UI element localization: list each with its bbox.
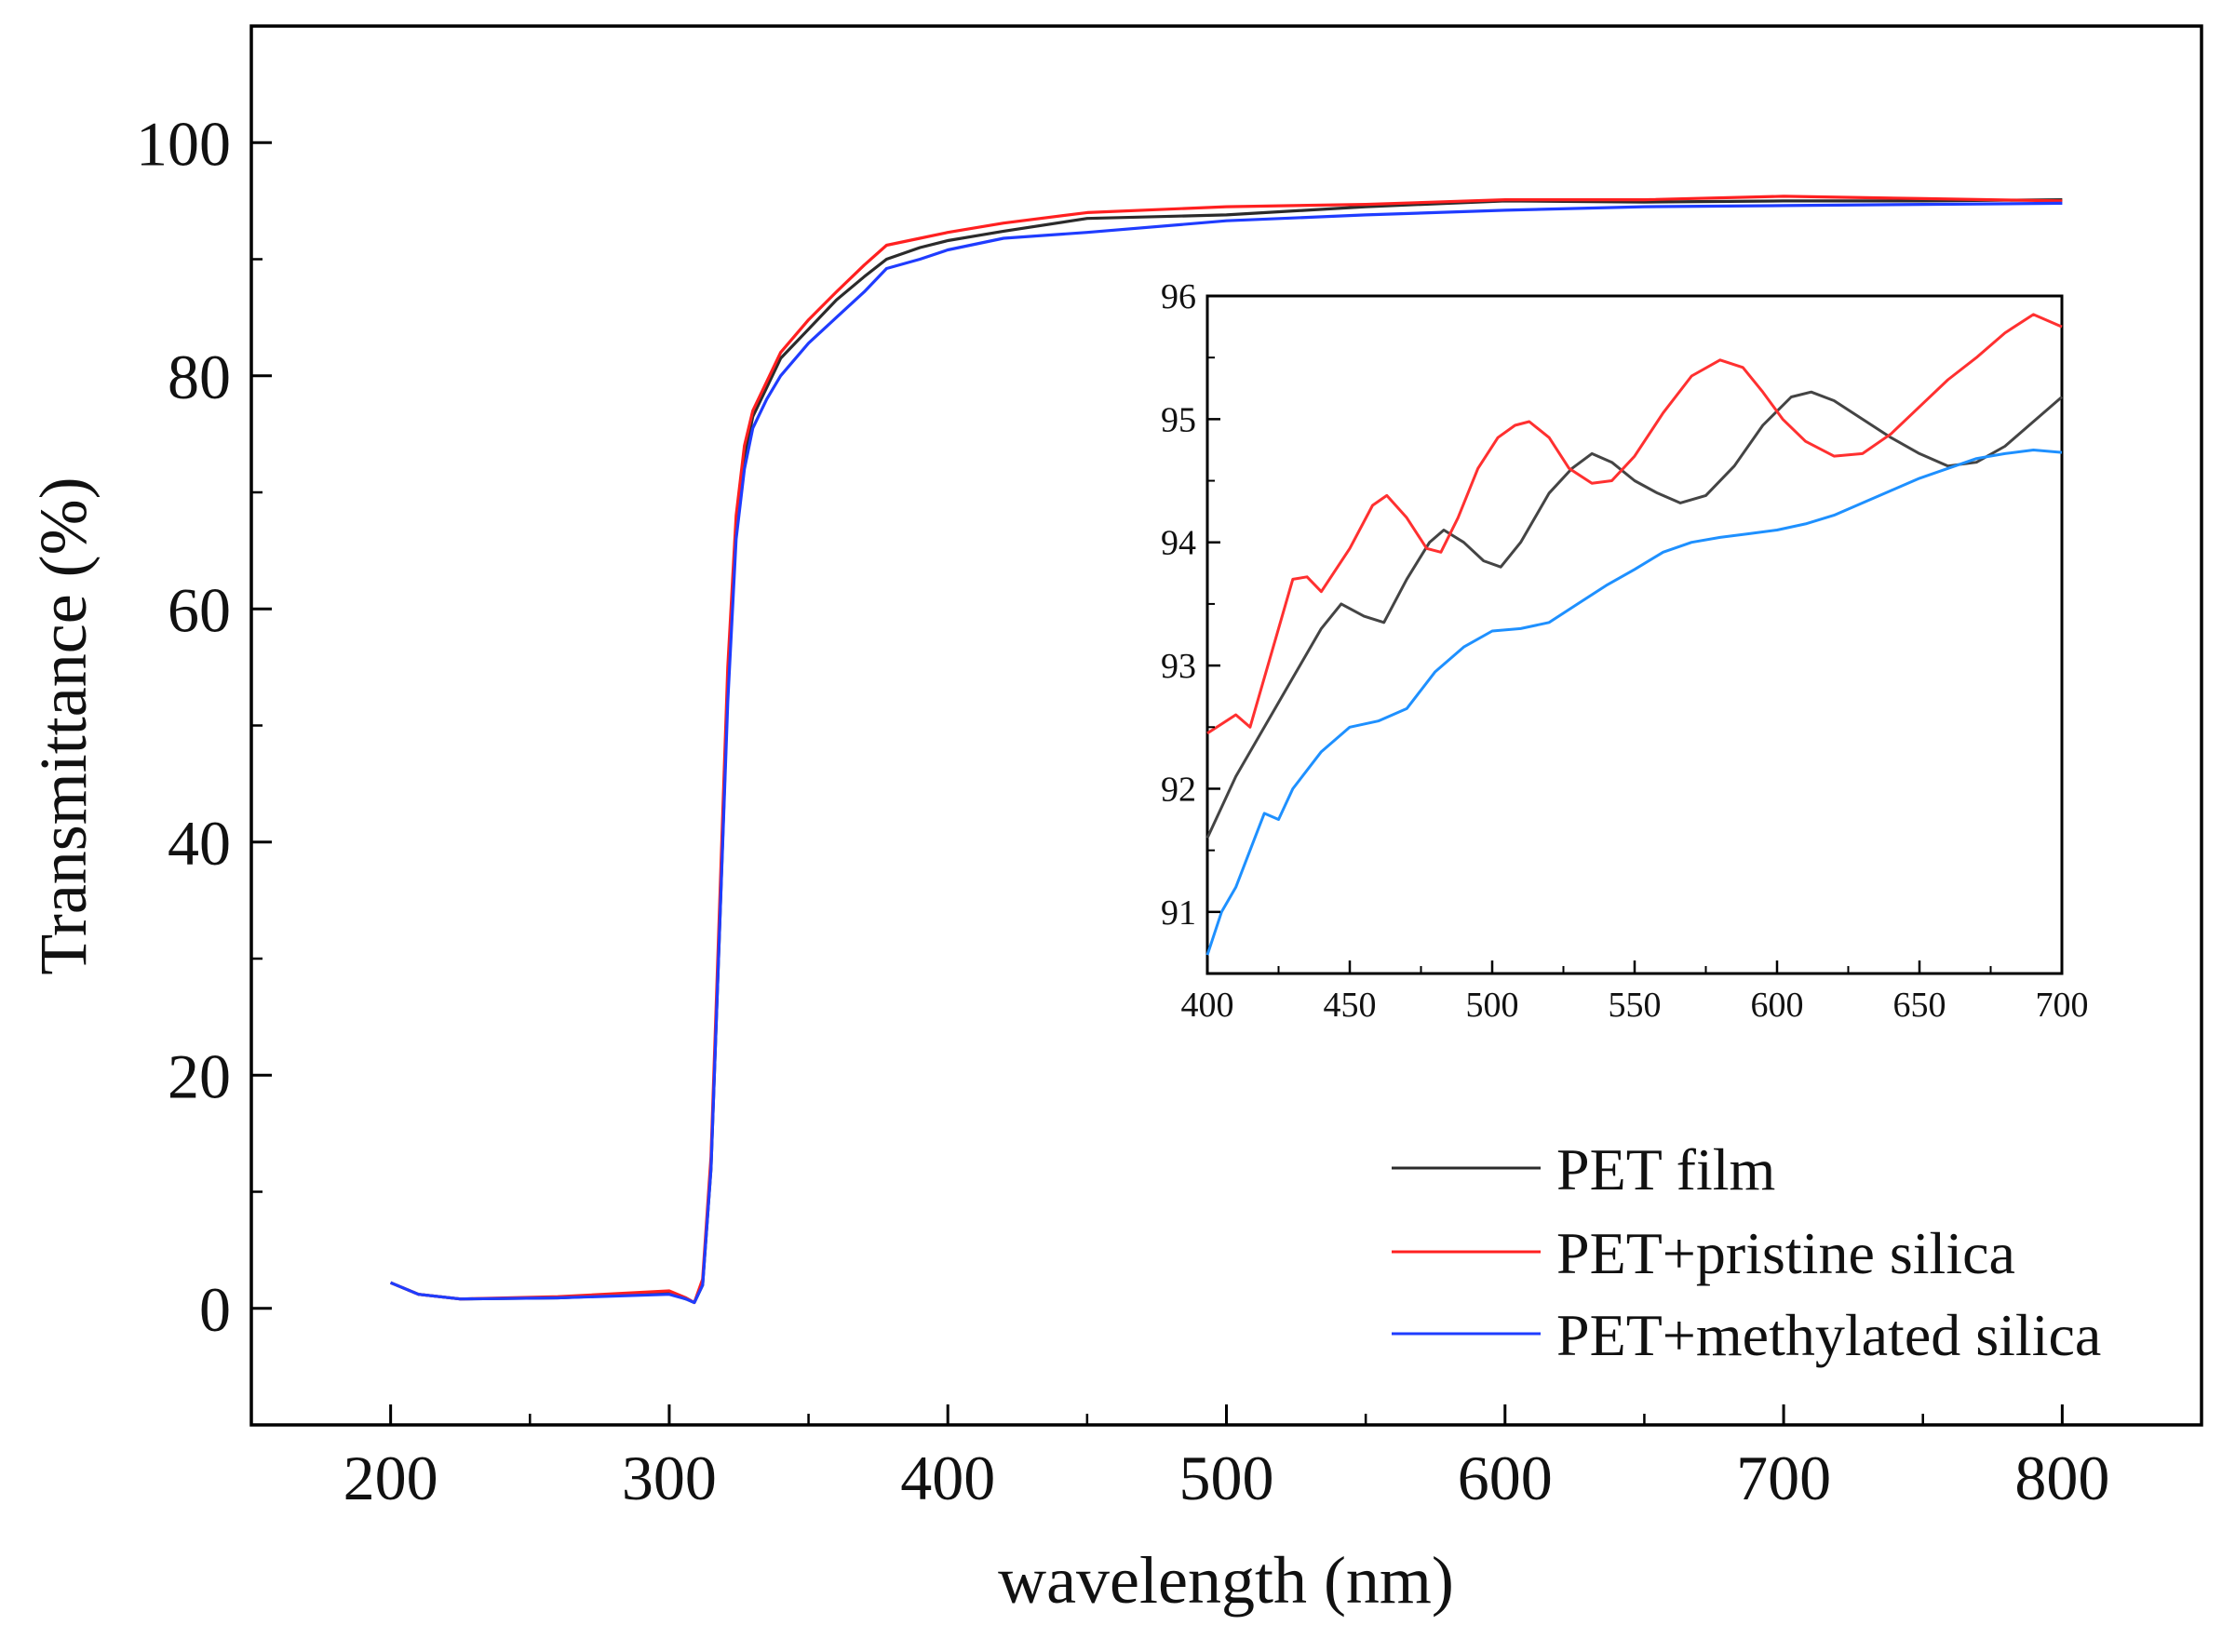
inset-series-group bbox=[1205, 313, 2063, 956]
legend-label-methylated-silica: PET+methylated silica bbox=[1556, 1302, 2101, 1368]
inset-series-line-pet-methylated-silica bbox=[1205, 449, 2063, 956]
y-tick-label-0: 0 bbox=[199, 1274, 231, 1345]
inset-x-tick-label-700: 700 bbox=[2036, 986, 2089, 1025]
inset-x-ticks: 400 450 500 550 600 650 700 bbox=[1181, 960, 2089, 1025]
x-tick-label-500: 500 bbox=[1179, 1443, 1274, 1513]
y-tick-label-60: 60 bbox=[168, 574, 231, 645]
inset-y-tick-label-94: 94 bbox=[1161, 524, 1196, 563]
inset-y-tick-label-91: 91 bbox=[1161, 893, 1196, 933]
legend: PET film PET+pristine silica PET+methyla… bbox=[1392, 1136, 2101, 1368]
x-tick-label-700: 700 bbox=[1736, 1443, 1831, 1513]
inset-series-line-pet-film bbox=[1205, 390, 2063, 839]
main-plot: 0 20 40 60 80 100 200 300 400 500 600 700 800 wavel… bbox=[26, 24, 2203, 1618]
x-tick-label-200: 200 bbox=[343, 1443, 438, 1513]
main-y-ticks: 0 20 40 60 80 100 bbox=[136, 24, 272, 1427]
inset-plot-frame bbox=[1205, 294, 2064, 975]
inset-y-tick-label-95: 95 bbox=[1161, 400, 1196, 439]
x-tick-label-300: 300 bbox=[622, 1443, 717, 1513]
inset-x-tick-label-450: 450 bbox=[1324, 986, 1377, 1025]
inset-plot: 91 92 93 94 95 96 400 450 500 550 600 650 700 bbox=[1161, 277, 2089, 1025]
inset-x-tick-label-650: 650 bbox=[1893, 986, 1946, 1025]
series-line-pet-methylated-silica bbox=[389, 201, 2063, 1305]
y-tick-label-100: 100 bbox=[136, 108, 231, 179]
inset-series-line-pet-pristine-silica bbox=[1206, 313, 2063, 735]
x-tick-label-600: 600 bbox=[1458, 1443, 1553, 1513]
main-x-ticks: 200 300 400 500 600 700 800 bbox=[249, 1404, 2203, 1513]
legend-label-pet-film: PET film bbox=[1556, 1136, 1775, 1202]
inset-y-tick-label-93: 93 bbox=[1161, 647, 1196, 686]
inset-y-tick-label-92: 92 bbox=[1161, 770, 1196, 809]
y-tick-label-20: 20 bbox=[168, 1041, 231, 1111]
main-series-group bbox=[389, 195, 2063, 1305]
y-tick-label-40: 40 bbox=[168, 808, 231, 879]
inset-x-tick-label-550: 550 bbox=[1609, 986, 1662, 1025]
x-tick-label-800: 800 bbox=[2014, 1443, 2109, 1513]
inset-y-tick-label-96: 96 bbox=[1161, 277, 1196, 316]
inset-x-tick-label-400: 400 bbox=[1181, 986, 1234, 1025]
inset-x-tick-label-500: 500 bbox=[1466, 986, 1519, 1025]
y-tick-label-80: 80 bbox=[168, 342, 231, 412]
y-axis-title: Transmittance (%) bbox=[26, 477, 101, 974]
x-tick-label-400: 400 bbox=[900, 1443, 995, 1513]
x-axis-title: wavelength (nm) bbox=[998, 1543, 1454, 1618]
inset-y-ticks: 91 92 93 94 95 96 bbox=[1161, 277, 1220, 974]
inset-x-tick-label-600: 600 bbox=[1751, 986, 1804, 1025]
legend-label-pristine-silica: PET+pristine silica bbox=[1556, 1220, 2015, 1286]
